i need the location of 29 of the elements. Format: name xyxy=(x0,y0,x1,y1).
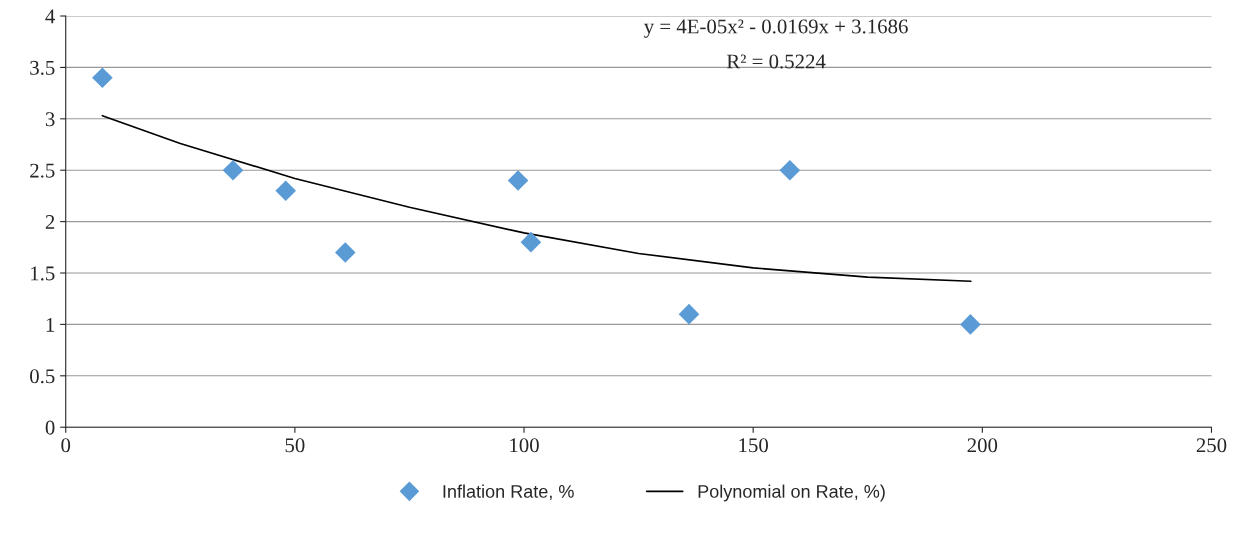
point xyxy=(507,170,529,191)
x-tick-label: 200 xyxy=(967,438,998,453)
point xyxy=(520,231,542,253)
y-tick-label: 2 xyxy=(45,215,55,229)
annotation: R² = 0.5224 xyxy=(726,54,826,69)
point xyxy=(92,67,113,88)
y-tick-label: 3 xyxy=(45,112,55,127)
x-tick-label: 0 xyxy=(61,438,71,453)
point xyxy=(334,242,356,263)
y-tick-label: 0.5 xyxy=(30,369,55,384)
y-tick-label: 2.5 xyxy=(30,163,55,178)
x-tick-label: 150 xyxy=(739,438,769,453)
y-tick-label: 1 xyxy=(46,317,55,332)
x-tick-label: 100 xyxy=(510,438,539,453)
y-tick-label: 0 xyxy=(45,420,55,435)
legend-label: Inflation Rate, % xyxy=(443,484,574,500)
y-tick-label: 4 xyxy=(45,9,55,24)
line-series xyxy=(101,114,972,283)
point xyxy=(275,180,297,202)
point xyxy=(222,159,244,181)
x-tick-label: 50 xyxy=(285,438,305,453)
point xyxy=(678,303,700,325)
x-tick-label: 250 xyxy=(1196,438,1227,453)
annotation: y = 4E-05x² - 0.0169x + 3.1686 xyxy=(644,19,908,38)
point xyxy=(960,314,981,335)
legend-label: Polynomial on Rate, %) xyxy=(698,484,885,502)
y-tick-label: 1.5 xyxy=(31,266,55,281)
y-tick-label: 3.5 xyxy=(30,60,55,75)
point xyxy=(779,159,801,181)
